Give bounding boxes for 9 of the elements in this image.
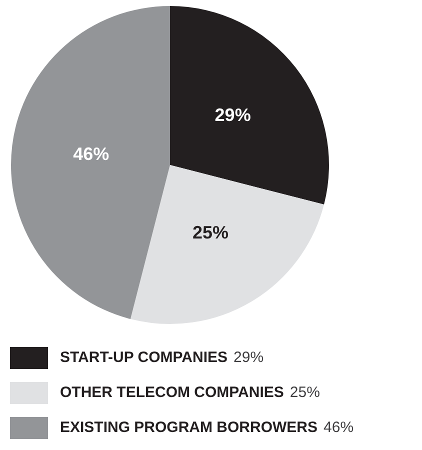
legend-label: EXISTING PROGRAM BORROWERS — [60, 419, 318, 436]
text: 29% — [234, 349, 264, 366]
text: 46% — [324, 419, 354, 436]
data-label: 46% — [73, 144, 110, 164]
data-label: 29% — [214, 105, 251, 126]
legend-label: START-UP COMPANIES — [60, 349, 228, 366]
text: 25% — [290, 384, 320, 401]
legend-label: OTHER TELECOM COMPANIES — [60, 384, 284, 401]
data-label: 25% — [192, 222, 228, 242]
